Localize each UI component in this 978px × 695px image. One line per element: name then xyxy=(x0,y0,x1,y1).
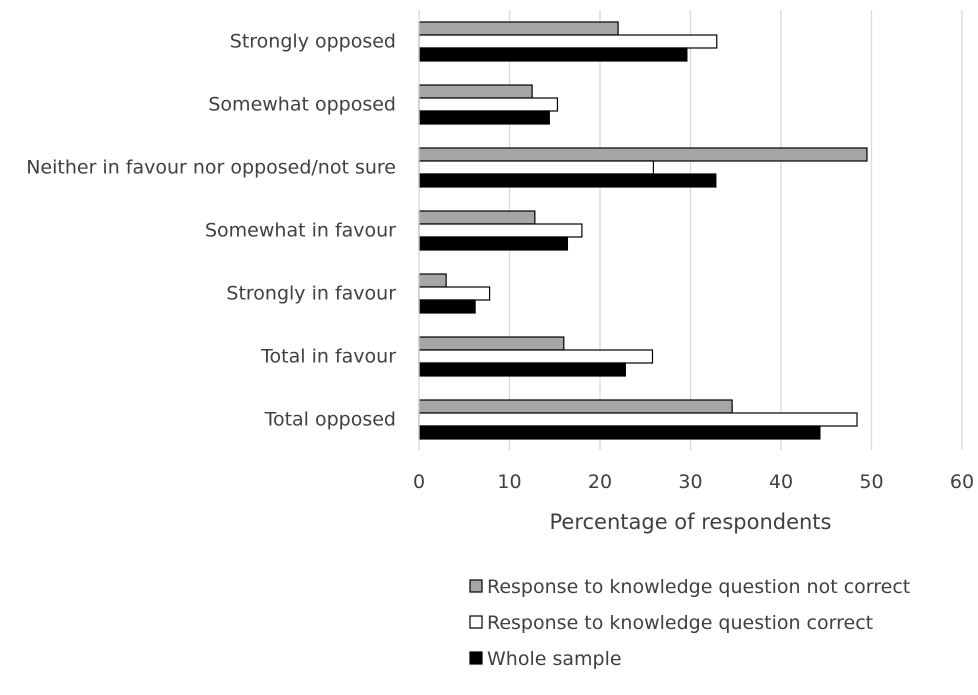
bar-3-series-3 xyxy=(418,173,717,188)
bar-3-series-2 xyxy=(418,160,654,175)
x-tick-label-40: 40 xyxy=(769,471,793,493)
bar-4-series-1 xyxy=(418,210,536,225)
tick-labels: 0 10 20 30 40 50 60 xyxy=(413,471,974,493)
x-tick-label-10: 10 xyxy=(497,471,521,493)
bar-3-series-1 xyxy=(418,147,868,162)
category-label-5: Strongly in favour xyxy=(226,283,396,305)
category-label-4: Somewhat in favour xyxy=(205,220,396,242)
bar-2-series-1 xyxy=(418,84,533,99)
legend-label-1: Response to knowledge question not corre… xyxy=(487,576,910,598)
bar-1-series-1 xyxy=(418,21,619,36)
legend-label-2: Response to knowledge question correct xyxy=(487,612,873,634)
bar-1-series-3 xyxy=(418,47,688,62)
x-axis-title: Percentage of respondents xyxy=(550,510,832,534)
bar-4-series-2 xyxy=(418,223,583,238)
x-tick-label-50: 50 xyxy=(859,471,883,493)
legend-swatch-3 xyxy=(469,651,483,665)
legend-label-3: Whole sample xyxy=(487,648,622,670)
category-labels: Strongly opposed Somewhat opposed Neither … xyxy=(26,31,396,431)
bar-4-series-3 xyxy=(418,236,569,251)
bar-1-series-2 xyxy=(418,34,718,49)
bar-6-series-2 xyxy=(418,349,654,364)
bar-2-series-2 xyxy=(418,97,559,112)
bar-5-series-2 xyxy=(418,286,491,301)
x-tick-label-30: 30 xyxy=(678,471,702,493)
x-tick-label-20: 20 xyxy=(588,471,612,493)
bar-5-series-1 xyxy=(418,273,447,288)
category-label-3: Neither in favour nor opposed/not sure xyxy=(26,157,396,179)
bar-2-series-3 xyxy=(418,110,550,125)
category-label-6: Total in favour xyxy=(260,346,396,368)
legend-swatch-2 xyxy=(469,615,483,629)
category-label-1: Strongly opposed xyxy=(230,31,396,53)
x-tick-label-0: 0 xyxy=(413,471,425,493)
x-tick-label-60: 60 xyxy=(950,471,974,493)
bar-6-series-1 xyxy=(418,336,565,351)
category-label-2: Somewhat opposed xyxy=(208,94,396,116)
category-label-7: Total opposed xyxy=(264,409,396,431)
bar-5-series-3 xyxy=(418,299,476,314)
bar-7-series-2 xyxy=(418,412,858,427)
bar-7-series-1 xyxy=(418,399,733,414)
legend-swatch-1 xyxy=(469,579,483,593)
gridlines xyxy=(508,10,963,450)
legend: Response to knowledge question not corre… xyxy=(469,576,910,670)
bar-6-series-3 xyxy=(418,362,626,377)
bar-7-series-3 xyxy=(418,425,821,440)
bars xyxy=(418,21,868,440)
